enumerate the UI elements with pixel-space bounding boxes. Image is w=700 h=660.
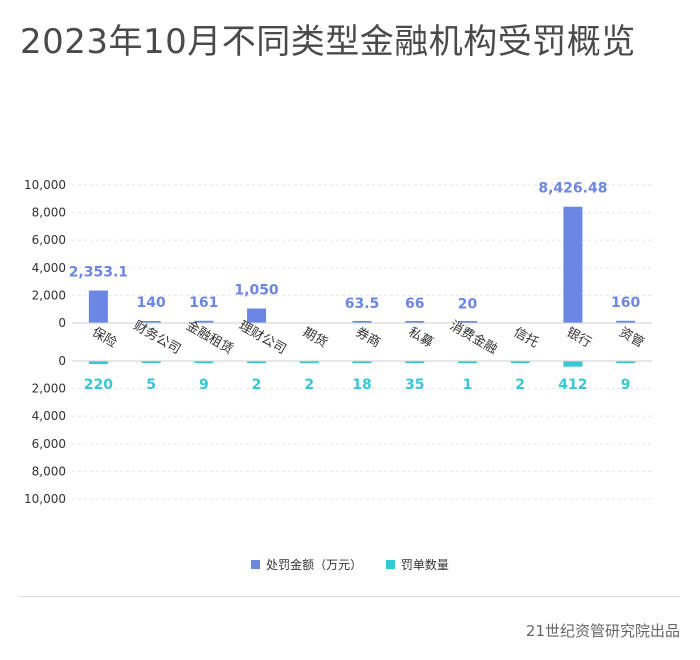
category-label: 金融租赁 bbox=[183, 318, 236, 358]
legend-swatch-count bbox=[385, 560, 395, 569]
y-tick-label-bottom: 8,000 bbox=[32, 464, 66, 478]
bar-amount bbox=[141, 321, 161, 323]
legend-label-amount: 处罚金额（万元） bbox=[266, 558, 363, 572]
data-label-amount: 140 bbox=[136, 295, 165, 311]
y-tick-label-top: 0 bbox=[58, 316, 66, 330]
data-label-count: 9 bbox=[621, 377, 631, 393]
footer-credit: 21世纪资管研究院出品 bbox=[525, 622, 680, 640]
data-label-amount: 8,426.48 bbox=[538, 181, 607, 197]
data-label-count: 2 bbox=[252, 377, 262, 393]
bar-count bbox=[141, 361, 161, 363]
x-axis bbox=[72, 322, 652, 362]
data-label-count: 1 bbox=[463, 377, 473, 393]
y-tick-label-top: 6,000 bbox=[32, 233, 66, 247]
data-label-amount: 63.5 bbox=[345, 296, 380, 312]
bar-count bbox=[563, 361, 583, 367]
bar-amount bbox=[352, 321, 372, 323]
data-label-count: 5 bbox=[146, 377, 156, 393]
data-label-amount: 20 bbox=[458, 297, 478, 313]
legend-item-count[interactable]: 罚单数量 bbox=[385, 556, 449, 573]
bar-count bbox=[510, 361, 530, 363]
category-label: 银行 bbox=[564, 325, 594, 351]
bar-count bbox=[247, 361, 267, 363]
data-label-count: 9 bbox=[199, 377, 209, 393]
bar-amount bbox=[405, 321, 425, 323]
bar-amount bbox=[616, 320, 636, 323]
bar-count bbox=[352, 361, 372, 363]
bar-count bbox=[616, 361, 636, 363]
y-tick-label-bottom: 2,000 bbox=[32, 382, 66, 396]
y-tick-label-top: 4,000 bbox=[32, 261, 66, 275]
category-label: 期货 bbox=[300, 324, 331, 351]
y-tick-label-bottom: 4,000 bbox=[32, 409, 66, 423]
category-labels: 保险 财务公司 金融租赁 理财公司 期货 券商 私募 消费金融 信托 银行 资管 bbox=[89, 318, 646, 358]
y-tick-label-bottom: 10,000 bbox=[24, 492, 66, 506]
bars bbox=[88, 206, 636, 367]
mirrored-bar-chart: 0 2,000 4,000 6,000 8,000 10,000 0 2,000 4,000 6,… bbox=[24, 178, 652, 506]
data-label-count: 18 bbox=[352, 377, 371, 393]
y-tick-label-top: 8,000 bbox=[32, 206, 66, 220]
bar-amount bbox=[563, 206, 583, 323]
data-labels: 2,353.1 220 140 5 161 9 1,050 2 2 63.5 18 66 35 20 1 2 8… bbox=[69, 181, 641, 393]
data-label-count: 35 bbox=[405, 377, 424, 393]
grid bbox=[72, 184, 652, 500]
data-label-amount: 1,050 bbox=[234, 283, 279, 299]
category-label: 券商 bbox=[353, 324, 384, 351]
y-axis-ticks: 0 2,000 4,000 6,000 8,000 10,000 0 2,000 4,000 6,… bbox=[24, 178, 66, 506]
category-label: 保险 bbox=[89, 325, 119, 351]
y-tick-label-bottom: 6,000 bbox=[32, 437, 66, 451]
bar-count bbox=[405, 361, 425, 363]
bar-count bbox=[457, 361, 477, 363]
data-label-count: 2 bbox=[304, 377, 314, 393]
data-label-count: 2 bbox=[515, 377, 525, 393]
category-label: 消费金融 bbox=[447, 318, 500, 358]
data-label-amount: 160 bbox=[611, 295, 640, 311]
y-tick-label-top: 10,000 bbox=[24, 178, 66, 192]
legend: 处罚金额（万元） 罚单数量 bbox=[0, 556, 700, 573]
category-label: 资管 bbox=[616, 325, 646, 351]
data-label-amount: 66 bbox=[405, 296, 424, 312]
y-tick-label-top: 2,000 bbox=[32, 288, 66, 302]
legend-label-count: 罚单数量 bbox=[400, 558, 449, 572]
category-label: 私募 bbox=[405, 325, 435, 351]
data-label-count: 220 bbox=[84, 377, 113, 393]
bar-amount bbox=[88, 290, 108, 323]
legend-item-amount[interactable]: 处罚金额（万元） bbox=[251, 556, 362, 573]
bar-amount bbox=[457, 321, 477, 323]
bar-amount bbox=[247, 308, 267, 323]
category-label: 财务公司 bbox=[131, 318, 184, 358]
data-label-amount: 2,353.1 bbox=[69, 265, 128, 281]
data-label-amount: 161 bbox=[189, 295, 218, 311]
bar-count bbox=[299, 361, 319, 363]
bar-count bbox=[88, 361, 108, 365]
bar-count bbox=[194, 361, 214, 363]
bar-amount bbox=[194, 320, 214, 323]
legend-swatch-amount bbox=[251, 560, 261, 569]
category-label: 信托 bbox=[511, 325, 541, 351]
chart-title: 2023年10月不同类型金融机构受罚概览 bbox=[20, 22, 636, 62]
y-tick-label-bottom: 0 bbox=[58, 354, 66, 368]
divider bbox=[20, 596, 680, 597]
data-label-count: 412 bbox=[558, 377, 587, 393]
category-label: 理财公司 bbox=[236, 318, 289, 357]
